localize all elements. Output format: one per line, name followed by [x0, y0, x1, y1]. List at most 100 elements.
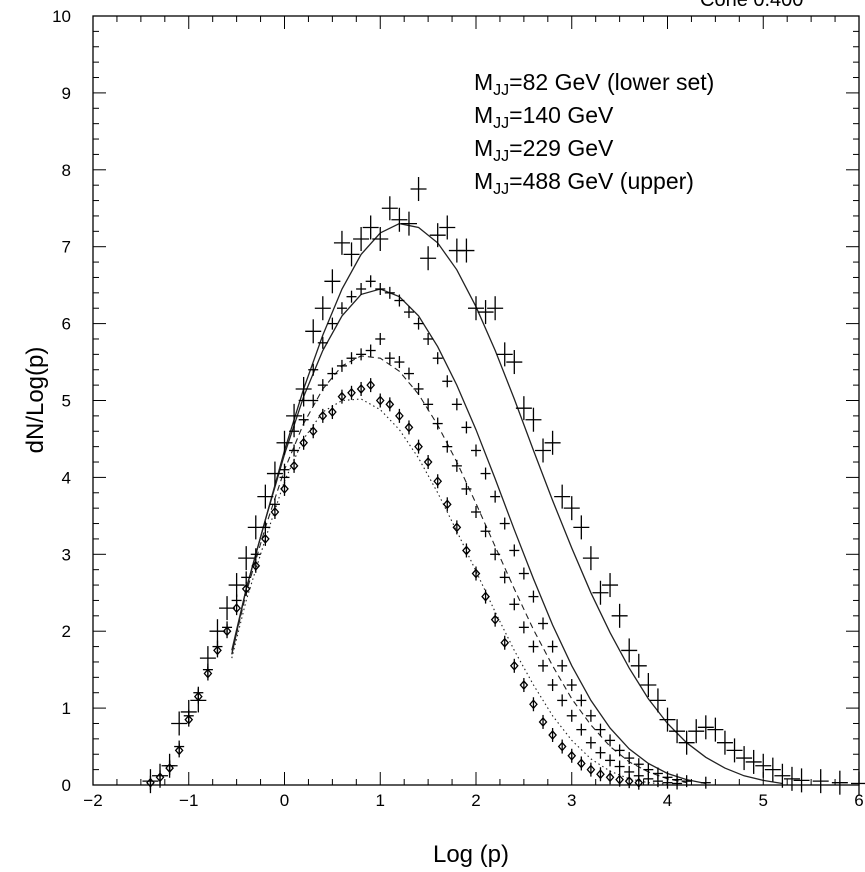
data-point [557, 739, 567, 754]
data-point [585, 736, 596, 749]
data-point [404, 420, 414, 435]
data-point [260, 531, 270, 546]
data-point [381, 196, 398, 221]
data-point [343, 242, 360, 267]
data-point [375, 332, 386, 345]
data-point [471, 566, 481, 581]
y-tick-label: 1 [62, 699, 71, 718]
data-point [384, 286, 395, 299]
data-point [365, 275, 376, 288]
data-point [716, 730, 733, 755]
data-point [614, 744, 625, 757]
data-point [174, 740, 185, 753]
data-point [152, 763, 169, 788]
data-point [385, 397, 395, 412]
data-point [318, 408, 328, 423]
data-point [582, 546, 599, 571]
data-point [375, 282, 386, 295]
data-point [336, 302, 347, 315]
data-point [678, 730, 695, 755]
data-point [496, 342, 513, 367]
data-point [347, 385, 356, 400]
data-point [432, 417, 443, 430]
data-point [519, 678, 529, 693]
data-point [308, 363, 319, 376]
data-point [535, 438, 552, 463]
data-point [652, 767, 663, 780]
data-point [384, 352, 395, 365]
x-tick-label: 2 [471, 791, 480, 810]
data-point [643, 763, 654, 776]
data-point [241, 571, 252, 584]
data-point [538, 714, 548, 729]
data-point [500, 635, 510, 650]
data-point [432, 352, 443, 365]
data-point [356, 282, 367, 295]
data-point [812, 769, 829, 794]
data-point [477, 300, 494, 325]
data-point [518, 621, 529, 634]
legend-entry: MJJ=488 GeV (upper) [474, 168, 694, 198]
data-point [171, 711, 188, 736]
series-1-markers [146, 378, 644, 790]
data-point [458, 238, 475, 263]
data-point [633, 758, 644, 771]
data-point [327, 317, 338, 330]
data-point [209, 619, 226, 644]
data-point [372, 227, 389, 252]
data-point [269, 498, 280, 511]
data-point [289, 444, 300, 457]
data-point [452, 520, 462, 535]
data-point [481, 589, 490, 604]
x-tick-label: −2 [83, 791, 102, 810]
data-point [333, 230, 350, 255]
data-point [548, 728, 557, 743]
data-point [366, 378, 376, 393]
data-point [490, 490, 501, 503]
data-point [490, 612, 500, 627]
data-point [394, 356, 405, 369]
data-point [669, 719, 686, 744]
data-point [567, 748, 577, 763]
data-point [461, 421, 472, 434]
data-point [362, 215, 379, 240]
data-point [400, 211, 417, 236]
corner-label: Cone 0.400 [700, 0, 803, 11]
data-point [563, 496, 580, 521]
data-point [736, 746, 753, 771]
data-point [518, 567, 529, 580]
data-point [557, 694, 568, 707]
x-tick-label: 4 [663, 791, 672, 810]
data-point [423, 455, 433, 470]
data-point [624, 752, 635, 765]
data-point [142, 769, 159, 794]
data-point [529, 697, 538, 712]
series-4-markers [142, 177, 865, 796]
data-point [279, 463, 290, 476]
data-point [630, 653, 647, 678]
plot-area [142, 177, 865, 796]
data-point [433, 474, 443, 489]
series-3-markers [174, 275, 711, 789]
data-point [783, 766, 800, 791]
data-point [403, 306, 414, 319]
x-axis-title: Log (p) [433, 841, 509, 868]
data-point [490, 548, 501, 561]
data-point [410, 177, 427, 202]
data-point [161, 753, 178, 778]
data-point [576, 756, 586, 771]
data-point [414, 439, 423, 454]
data-point [375, 393, 385, 408]
data-point [324, 269, 341, 294]
data-point [442, 440, 453, 453]
data-point [509, 658, 519, 673]
data-point [697, 715, 714, 740]
data-point [480, 525, 491, 538]
data-point [633, 769, 644, 782]
data-point [190, 688, 207, 713]
data-point [337, 389, 347, 404]
data-point [831, 770, 848, 795]
data-point [423, 332, 434, 345]
data-point [605, 770, 615, 785]
